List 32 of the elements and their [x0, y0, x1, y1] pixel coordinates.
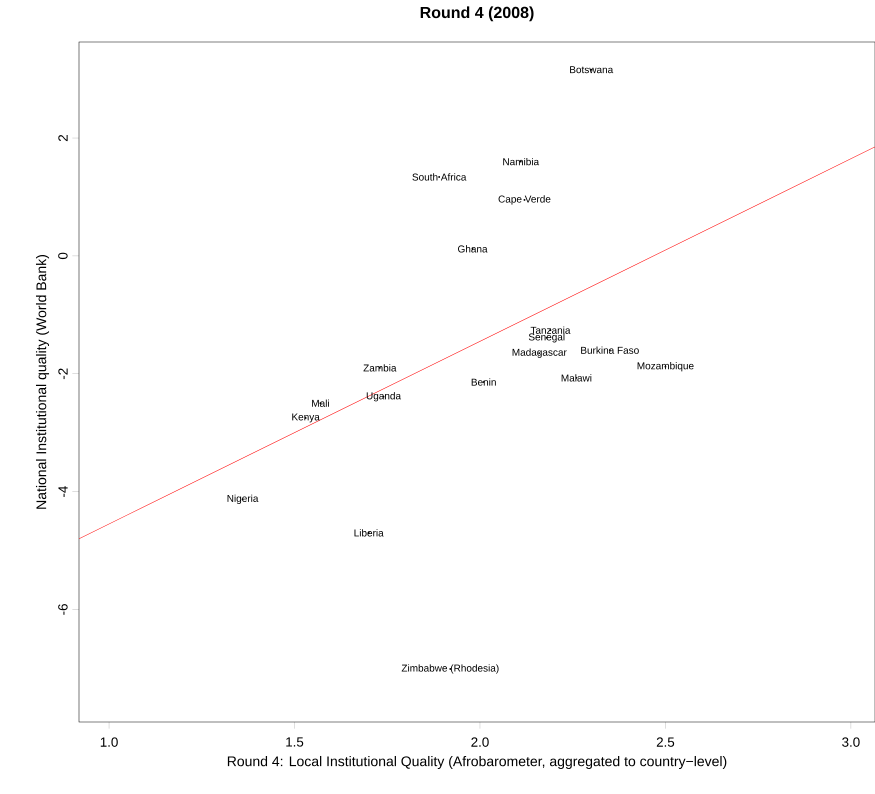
y-tick-label: -2	[58, 368, 68, 380]
x-axis-title: Round 4: Local Institutional Quality (Afrobarometer, aggregated to country−level)	[228, 756, 726, 770]
data-label: Nigeria	[228, 494, 258, 504]
data-label: Senegal	[528, 333, 564, 342]
data-label: Tanzania	[530, 326, 570, 334]
y-tick-label: 2	[58, 135, 68, 142]
data-label: South Africa	[412, 173, 466, 181]
data-label: Liberia	[354, 529, 384, 537]
x-tick-label: 2.0	[471, 737, 489, 747]
data-label: Mali	[312, 400, 329, 407]
x-tick-label: 1.0	[100, 737, 118, 747]
data-label: Cape Verde	[498, 195, 550, 205]
data-label: Malawi	[562, 374, 592, 382]
data-label: Ghana	[458, 245, 488, 253]
data-label: Zimbabwe (Rhodesia)	[402, 664, 499, 674]
chart-title: Round 4 (2008)	[420, 6, 534, 22]
y-tick-label: -6	[58, 604, 68, 615]
data-label: Botswana	[570, 66, 614, 74]
y-tick-label: 0	[58, 252, 68, 260]
data-label: Benin	[472, 378, 496, 386]
data-label: Madagascar	[512, 348, 567, 358]
data-label: Mozambique	[638, 362, 694, 372]
x-tick-label: 1.5	[286, 737, 304, 747]
data-label: Namibia	[503, 158, 540, 166]
x-tick-label: 3.0	[842, 737, 860, 747]
data-label: Burkina Faso	[581, 346, 639, 354]
data-label: Zambia	[363, 364, 396, 372]
data-label: Kenya	[292, 413, 320, 422]
data-label: Uganda	[366, 392, 402, 402]
y-tick-label: -4	[58, 486, 68, 497]
y-axis-title: National Institutional quality (World Bank)	[36, 255, 50, 509]
x-tick-label: 2.5	[656, 737, 674, 747]
